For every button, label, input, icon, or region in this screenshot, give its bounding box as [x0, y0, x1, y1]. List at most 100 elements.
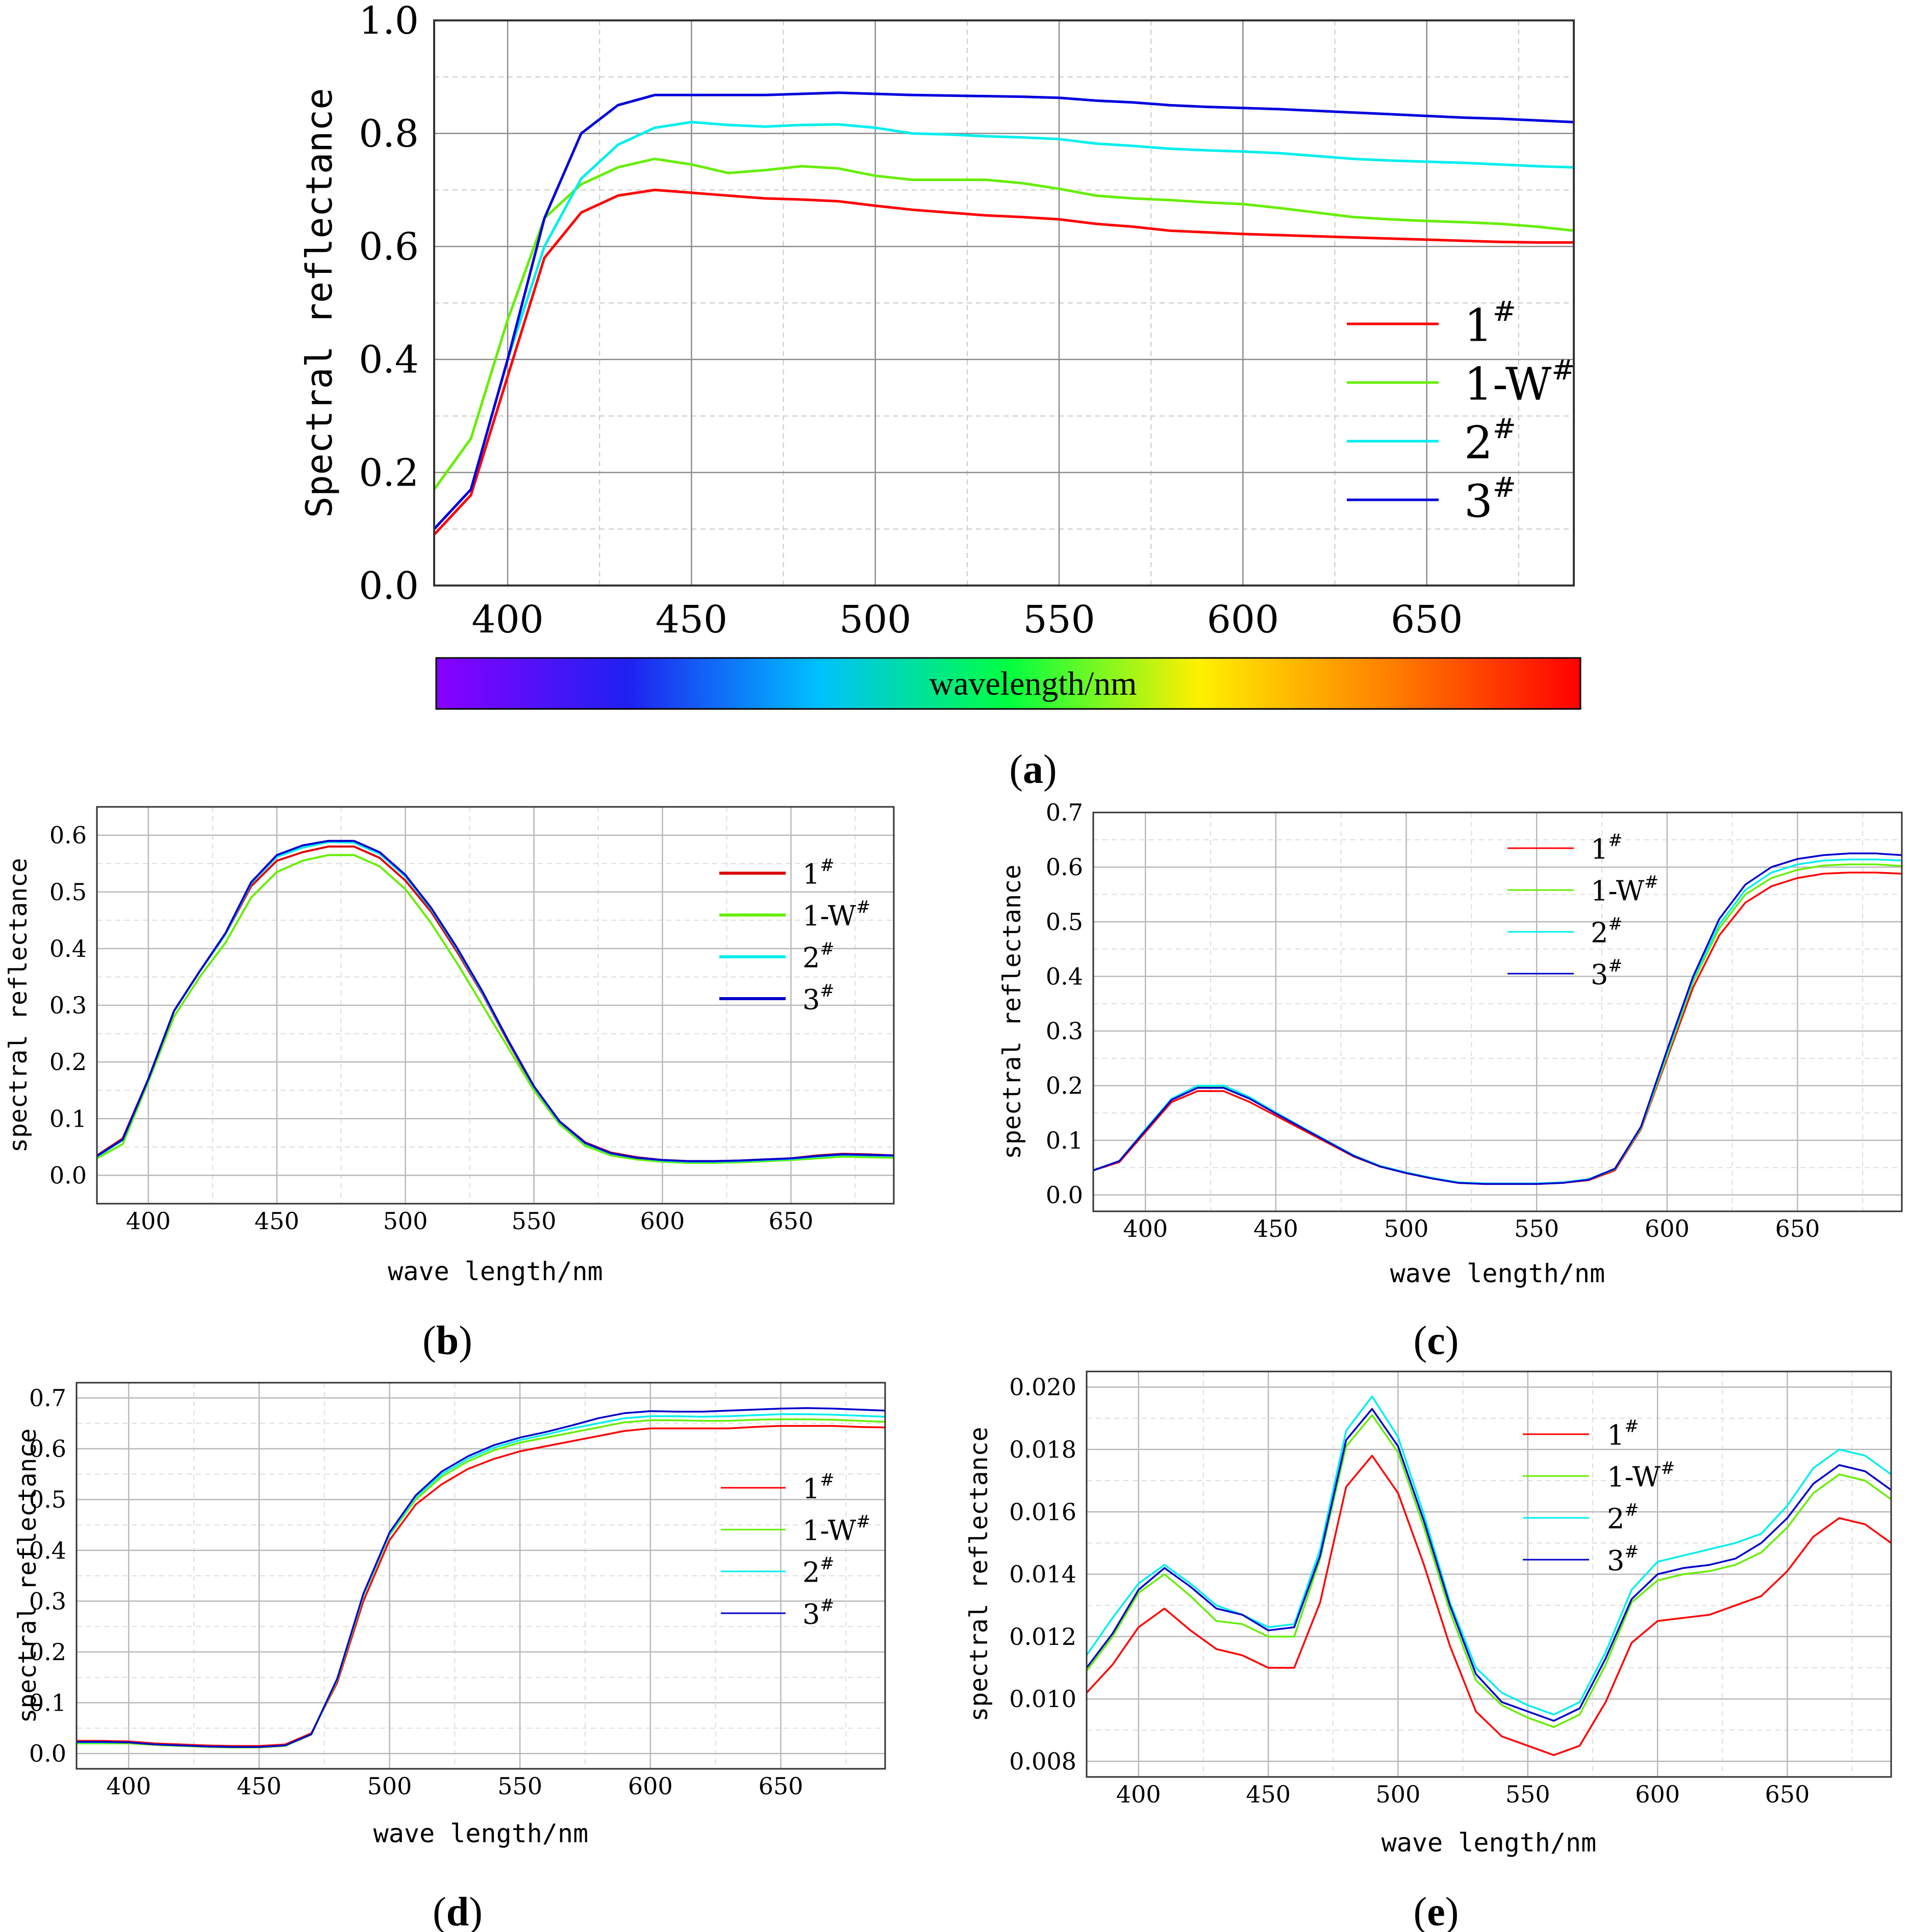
legend-entry-superscript: # — [1551, 353, 1575, 386]
y-tick-label: 0.6 — [29, 1435, 66, 1463]
legend-entry-superscript: # — [1624, 1542, 1639, 1562]
legend-entry-superscript: # — [820, 939, 834, 959]
legend-entry-1: 1# — [802, 855, 834, 890]
panel-letter: a — [1023, 747, 1043, 792]
x-tick-label: 650 — [769, 1207, 814, 1235]
panel-labels: (a)(b) (c)(d) (e) — [422, 747, 1459, 1932]
y-tick-label: 0.2 — [49, 1048, 87, 1076]
series-line-3 — [1086, 1408, 1892, 1722]
x-tick-label: 650 — [1775, 1215, 1820, 1242]
legend-entry-1-W: 1-W# — [1591, 872, 1658, 907]
plot-frame — [1086, 1370, 1892, 1778]
x-tick-label: 450 — [237, 1772, 282, 1800]
legend-entry-superscript: # — [1624, 1416, 1639, 1436]
y-tick-label: 0.5 — [49, 878, 87, 906]
y-tick-label: 1.0 — [359, 0, 419, 43]
legend-entry-3: 3# — [802, 1595, 834, 1630]
panel-b-chart: 400 450 500 550 600 650 0.0 0.1 0.2 0.3 0.4 0.5 0.6 s… — [4, 806, 895, 1286]
legend-entry-1: 1# — [1464, 295, 1516, 352]
legend-entry-2: 2# — [802, 1554, 834, 1588]
legend-entry-superscript: # — [820, 981, 834, 1001]
x-tick-label: 450 — [656, 598, 727, 642]
panel-d-chart: 400 450 500 550 600 650 0.0 0.1 0.2 0.3 0.4 0.5 0.6 0… — [13, 1382, 886, 1848]
x-tick-label: 400 — [1116, 1781, 1161, 1808]
legend-entry-name: 2 — [1464, 416, 1493, 469]
series-line-1-W — [433, 158, 1574, 491]
plot-frame — [433, 19, 1575, 587]
y-tick-label: 0.4 — [1046, 962, 1083, 990]
panel-label-a: (a) — [1009, 747, 1057, 792]
x-axis-label: wave length/nm — [373, 1819, 588, 1848]
series-line-2 — [1086, 1395, 1892, 1716]
paren-open: ( — [1414, 1890, 1427, 1932]
y-tick-label: 0.008 — [1009, 1748, 1076, 1775]
x-axis-label: wave length/nm — [388, 1257, 602, 1286]
legend-entry-name: 1-W — [802, 900, 857, 932]
legend-entry-3: 3# — [1591, 956, 1622, 990]
legend-entry-1: 1# — [802, 1470, 834, 1505]
y-axis-label: spectral reflectance — [998, 865, 1026, 1159]
y-tick-label: 0.6 — [1046, 853, 1083, 881]
legend-entry-superscript: # — [1608, 830, 1622, 850]
legend-entry-name: 3 — [1607, 1545, 1624, 1577]
y-tick-label: 0.8 — [359, 112, 419, 156]
y-tick-label: 0.2 — [359, 451, 419, 495]
y-tick-label: 0.6 — [49, 822, 87, 849]
y-tick-label: 0.016 — [1009, 1498, 1076, 1526]
y-tick-label: 0.4 — [49, 935, 87, 962]
x-tick-label: 450 — [255, 1207, 299, 1235]
x-tick-label: 550 — [1514, 1215, 1559, 1242]
x-tick-label: 600 — [640, 1207, 685, 1235]
legend-entry-3: 3# — [1607, 1542, 1639, 1577]
x-tick-label: 400 — [106, 1772, 151, 1800]
legend-entry-1-W: 1-W# — [802, 897, 870, 932]
x-tick-label: 500 — [383, 1207, 428, 1235]
plot-frame — [96, 806, 895, 1205]
paren-close: ) — [469, 1890, 483, 1932]
y-tick-label: 0.3 — [49, 992, 87, 1019]
legend-entry-name: 1-W — [1607, 1461, 1661, 1493]
y-tick-label: 0.7 — [1046, 799, 1083, 826]
legend-entry-2: 2# — [802, 939, 834, 974]
y-tick-label: 0.0 — [29, 1740, 66, 1767]
paren-open: ( — [1414, 1318, 1427, 1363]
series-line-1 — [1086, 1455, 1892, 1756]
y-tick-label: 0.0 — [49, 1162, 87, 1189]
legend-entry-name: 2 — [802, 942, 820, 974]
plot-frame — [1092, 811, 1903, 1212]
legend-entry-1: 1# — [1607, 1416, 1639, 1451]
y-tick-label: 0.5 — [1046, 908, 1083, 935]
x-axis-label: wave length/nm — [1381, 1828, 1596, 1858]
legend-entry-name: 1 — [1464, 299, 1493, 351]
y-tick-label: 0.6 — [359, 225, 419, 269]
legend-entry-superscript: # — [1493, 295, 1516, 327]
legend-entry-name: 1-W — [1464, 358, 1552, 410]
legend-entry-name: 1 — [1591, 833, 1608, 866]
y-tick-label: 0.012 — [1009, 1623, 1076, 1650]
legend-entry-superscript: # — [1644, 872, 1658, 892]
x-tick-label: 400 — [126, 1207, 171, 1235]
paren-close: ) — [1445, 1318, 1459, 1363]
y-tick-label: 0.014 — [1009, 1561, 1076, 1588]
y-tick-label: 0.4 — [29, 1537, 66, 1564]
x-tick-label: 500 — [367, 1772, 412, 1800]
panel-label-c: (c) — [1414, 1318, 1459, 1363]
y-tick-label: 0.018 — [1009, 1436, 1076, 1463]
panel-label-d: (d) — [433, 1890, 483, 1932]
y-tick-label: 0.010 — [1009, 1685, 1076, 1713]
legend-entry-superscript: # — [1493, 471, 1516, 503]
y-tick-label: 0.0 — [359, 564, 419, 608]
y-tick-label: 0.7 — [29, 1384, 66, 1412]
spectrum-bar: wavelength/nm — [435, 657, 1581, 710]
legend-entry-superscript: # — [1661, 1458, 1675, 1478]
x-axis-label: wave length/nm — [1390, 1259, 1605, 1288]
y-axis-label: spectral reflectance — [965, 1427, 993, 1722]
series-line-3 — [433, 91, 1574, 530]
panel-letter: b — [436, 1318, 459, 1363]
x-tick-label: 400 — [1123, 1215, 1168, 1242]
spectrum-gradient-rect — [435, 657, 1581, 710]
legend-entry-superscript: # — [820, 1595, 834, 1615]
legend-entry-name: 2 — [802, 1557, 820, 1589]
x-tick-label: 600 — [628, 1772, 673, 1800]
y-tick-label: 0.0 — [1046, 1181, 1083, 1209]
